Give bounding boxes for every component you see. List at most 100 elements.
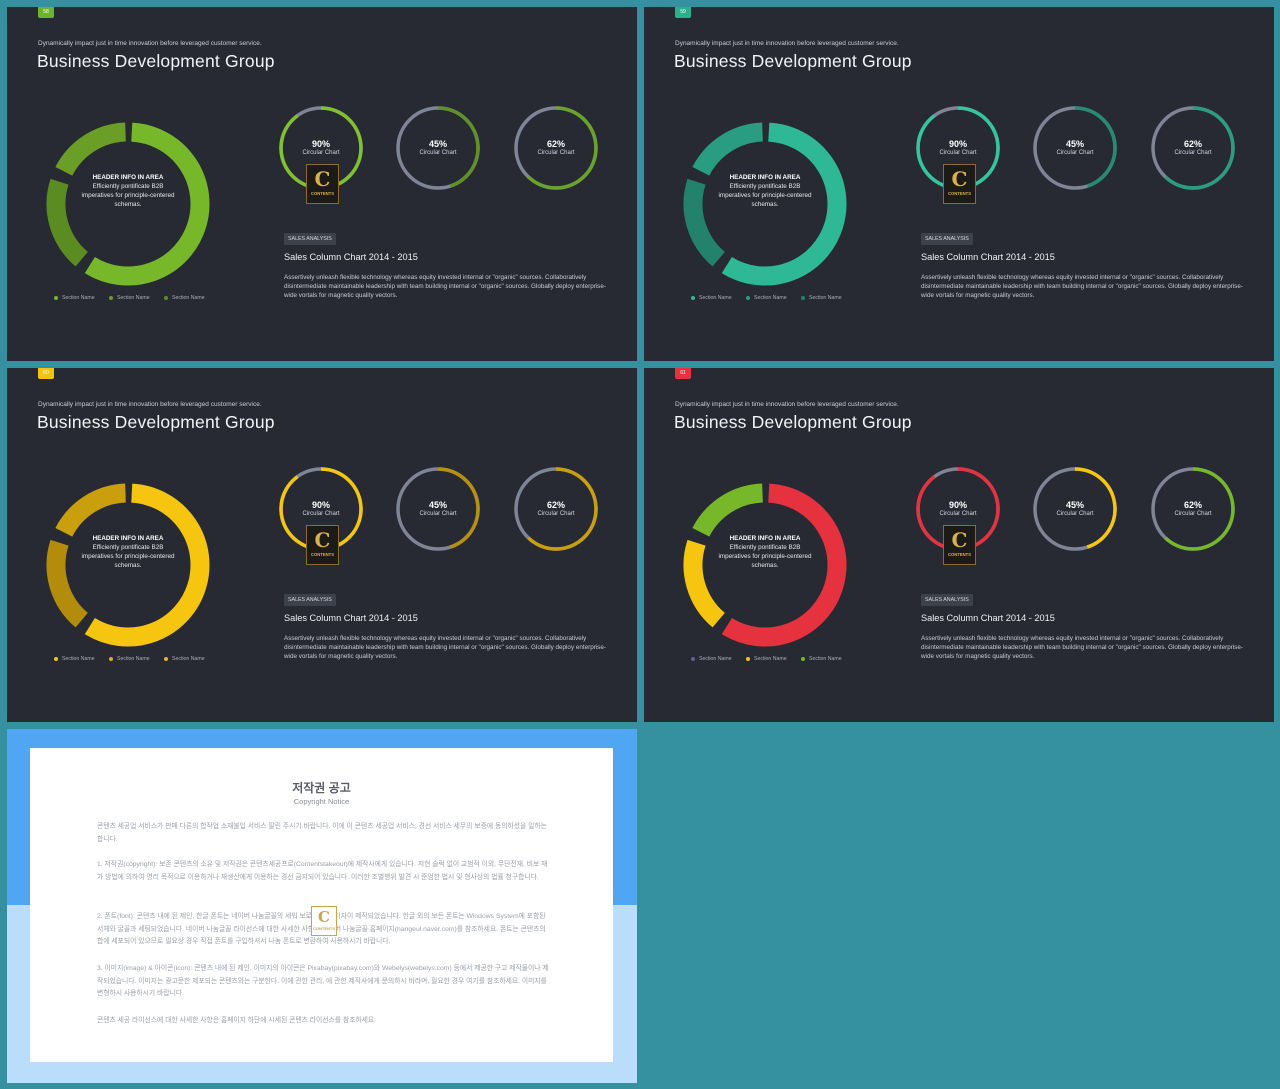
contents-logo: C CONTENTS [306, 525, 339, 565]
legend-item: Section Name [691, 656, 732, 662]
ring-label: 62% Circular Chart [512, 500, 600, 517]
legend-item: Section Name [801, 656, 842, 662]
legend-dot [109, 296, 113, 300]
ring-caption: Circular Chart [1056, 150, 1094, 156]
ring-progress-arc [1164, 106, 1235, 190]
slide-60[interactable]: 60 Dynamically impact just in time innova… [7, 368, 637, 722]
donut-center-text: HEADER INFO IN AREA Efficiently pontifica… [77, 534, 179, 570]
donut-description: Efficiently pontificate B2B imperatives … [81, 183, 175, 208]
donut-description: Efficiently pontificate B2B imperatives … [718, 183, 812, 208]
donut-segment-2 [46, 178, 89, 267]
donut-segment-3 [55, 122, 127, 176]
slide-58[interactable]: 58 Dynamically impact just in time innova… [7, 7, 637, 361]
ring-percent: 90% [948, 139, 967, 149]
donut-segment-3 [692, 483, 764, 537]
legend-label: Section Name [172, 295, 205, 301]
legend-dot [54, 296, 58, 300]
legend-label: Section Name [699, 295, 732, 301]
slide-number-tag: 61 [675, 368, 691, 379]
ring-caption: Circular Chart [939, 150, 977, 156]
ring-caption: Circular Chart [302, 511, 340, 517]
logo-letter: C [318, 908, 330, 926]
donut-segment-1 [84, 483, 210, 647]
ring-progress-arc [1074, 106, 1117, 188]
ring-progress-arc [1164, 467, 1235, 551]
chart-title: Sales Column Chart 2014 - 2015 [921, 252, 1055, 262]
ring-label: 45% Circular Chart [394, 500, 482, 517]
ring-caption: Circular Chart [1174, 150, 1212, 156]
ring-caption: Circular Chart [939, 511, 977, 517]
sales-analysis-badge: SALES ANALYSIS [921, 233, 973, 245]
contents-logo: C CONTENTS [306, 164, 339, 204]
legend-label: Section Name [699, 656, 732, 662]
slide-subtitle: Dynamically impact just in time innovati… [675, 401, 899, 408]
donut-chart [46, 122, 210, 286]
circular-chart-3 [1151, 106, 1235, 190]
legend-item: Section Name [54, 295, 95, 301]
ring-progress-arc [437, 106, 480, 188]
slide-title: Business Development Group [37, 51, 275, 71]
ring-caption: Circular Chart [419, 150, 457, 156]
donut-center-text: HEADER INFO IN AREA Efficiently pontifica… [77, 173, 179, 209]
logo-letter: C [951, 167, 968, 191]
ring-percent: 45% [1065, 139, 1084, 149]
contents-logo: C CONTENTS [943, 164, 976, 204]
donut-heading: HEADER INFO IN AREA [92, 535, 164, 542]
body-text: Assertively unleash flexible technology … [284, 274, 606, 300]
ring-progress-arc [1074, 467, 1117, 549]
contents-logo: C CONTENTS [943, 525, 976, 565]
donut-segment-3 [692, 122, 764, 176]
logo-text: CONTENTS [310, 191, 335, 196]
ring-percent: 62% [546, 139, 565, 149]
copyright-notice-slide[interactable]: 저작권 공고 Copyright Notice 콘텐츠 세공업 서비스가 판매 … [7, 729, 637, 1083]
donut-segment-2 [683, 178, 726, 267]
ring-label: 90% Circular Chart [914, 139, 1002, 156]
ring-caption: Circular Chart [1174, 511, 1212, 517]
donut-description: Efficiently pontificate B2B imperatives … [81, 544, 175, 569]
donut-chart [46, 483, 210, 647]
legend-item: Section Name [109, 656, 150, 662]
circular-chart-2 [396, 106, 480, 190]
ring-caption: Circular Chart [537, 150, 575, 156]
notice-paragraph-license: 콘텐츠 세공 라이선스에 대한 사세한 사항은 홈페이지 하단에 시세된 콘텐츠… [97, 1017, 377, 1024]
legend-label: Section Name [172, 656, 205, 662]
donut-segment-1 [84, 122, 210, 286]
donut-segment-1 [721, 122, 847, 286]
legend-label: Section Name [809, 656, 842, 662]
ring-label: 45% Circular Chart [394, 139, 482, 156]
donut-center-text: HEADER INFO IN AREA Efficiently pontifica… [714, 173, 816, 209]
logo-letter: C [314, 528, 331, 552]
slide-number-tag: 59 [675, 7, 691, 18]
slide-title: Business Development Group [674, 51, 912, 71]
ring-caption: Circular Chart [302, 150, 340, 156]
slide-61[interactable]: 61 Dynamically impact just in time innova… [644, 368, 1274, 722]
notice-paragraph-copyright: 1. 저작권(copyright): 보존 콘텐츠의 소유 및 저작권은 콘텐츠… [97, 861, 548, 881]
legend-label: Section Name [754, 656, 787, 662]
legend-item: Section Name [164, 656, 205, 662]
legend-label: Section Name [117, 295, 150, 301]
legend-dot [164, 657, 168, 661]
slide-59[interactable]: 59 Dynamically impact just in time innova… [644, 7, 1274, 361]
ring-percent: 90% [311, 139, 330, 149]
ring-label: 62% Circular Chart [1149, 500, 1237, 517]
ring-progress-arc [527, 467, 598, 551]
donut-center-text: HEADER INFO IN AREA Efficiently pontifica… [714, 534, 816, 570]
circular-chart-3 [1151, 467, 1235, 551]
donut-segment-2 [46, 539, 89, 628]
logo-text: CONTENTS [310, 552, 335, 557]
logo-letter: C [951, 528, 968, 552]
legend-dot [691, 296, 695, 300]
contents-logo: C CONTENTS [311, 906, 337, 936]
donut-segment-2 [683, 539, 726, 628]
legend-label: Section Name [117, 656, 150, 662]
legend-item: Section Name [746, 295, 787, 301]
ring-percent: 62% [1183, 500, 1202, 510]
logo-letter: C [314, 167, 331, 191]
ring-progress-arc [437, 467, 480, 549]
ring-label: 45% Circular Chart [1031, 500, 1119, 517]
circular-chart-2 [396, 467, 480, 551]
donut-segment-3 [55, 483, 127, 537]
body-text: Assertively unleash flexible technology … [284, 635, 606, 661]
legend-label: Section Name [754, 295, 787, 301]
sales-analysis-badge: SALES ANALYSIS [921, 594, 973, 606]
